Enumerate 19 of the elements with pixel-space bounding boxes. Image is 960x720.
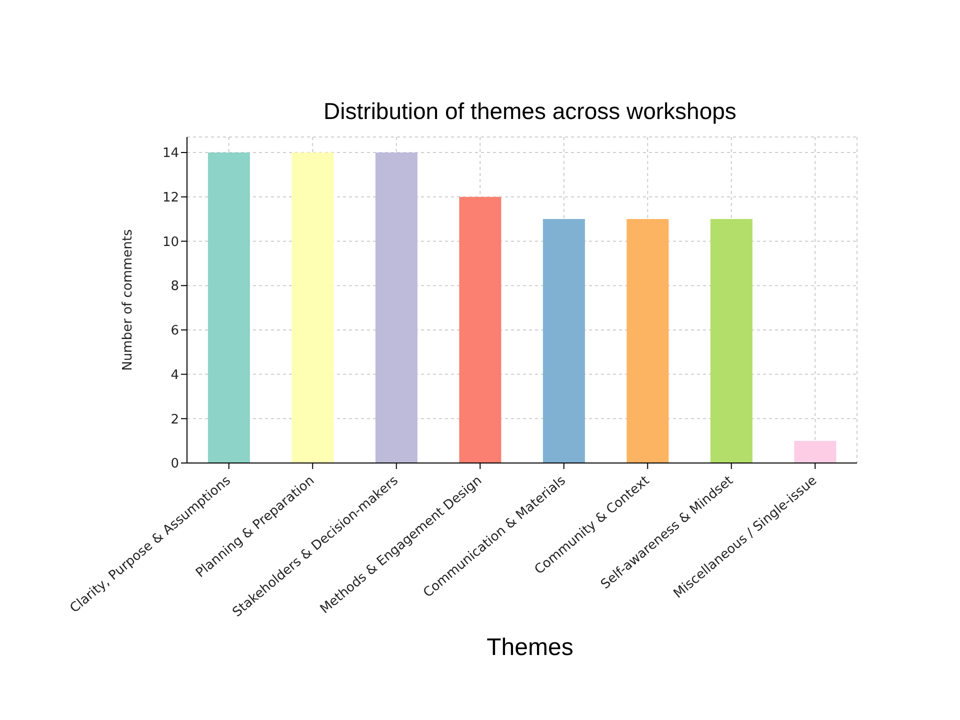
bar [292,152,334,463]
y-tick-label: 12 [162,190,179,206]
bar [710,219,752,463]
y-tick-label: 6 [170,324,179,339]
y-tick-label: 0 [170,456,179,472]
bar [794,440,836,463]
bar [375,152,418,463]
bar [459,196,502,463]
x-axis-title: Themes [486,634,574,662]
bar [542,219,585,463]
chart-title: Distribution of themes across workshops [322,98,738,125]
y-tick-label: 10 [162,234,179,250]
y-tick-label: 4 [170,368,179,383]
bar [208,152,250,463]
y-axis-title: Number of comments [120,229,136,371]
y-tick-label: 8 [170,279,179,294]
bar [626,219,669,463]
y-tick-label: 14 [162,146,179,162]
y-tick-label: 2 [170,412,179,428]
